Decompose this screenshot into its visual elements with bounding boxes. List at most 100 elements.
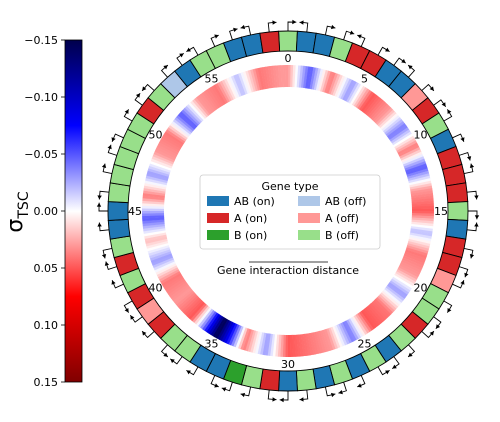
direction-arrowhead xyxy=(240,24,246,30)
colorbar-ticks: −0.15 −0.10 −0.05 0.00 0.05 0.10 0.15 xyxy=(24,34,65,389)
sigma-segment xyxy=(411,198,434,203)
sigma-segment xyxy=(157,142,179,155)
sigma-segment xyxy=(397,267,419,280)
legend-label: AB (off) xyxy=(325,195,366,208)
sigma-segment xyxy=(324,71,334,94)
sigma-segment xyxy=(146,170,169,179)
direction-arrow xyxy=(466,222,478,232)
sigma-segment xyxy=(166,280,187,295)
sigma-segment xyxy=(142,208,165,211)
sigma-segment xyxy=(156,144,178,157)
sigma-segment xyxy=(408,236,431,245)
sigma-segment xyxy=(277,334,282,357)
sigma-segment xyxy=(215,83,229,104)
sigma-segment xyxy=(302,333,309,356)
sigma-segment xyxy=(182,107,201,125)
direction-arrowhead xyxy=(170,358,175,364)
sigma-segment xyxy=(219,80,232,102)
sigma-segment xyxy=(154,261,176,273)
sigma-segment xyxy=(342,321,355,343)
sigma-segment xyxy=(149,160,172,171)
sigma-segment xyxy=(264,333,271,356)
gene-b-off xyxy=(447,201,469,221)
sigma-segment xyxy=(155,146,177,159)
sigma-segment xyxy=(143,185,166,192)
sigma-segment xyxy=(142,219,165,224)
direction-arrowhead xyxy=(429,331,434,336)
sigma-segment xyxy=(148,247,171,257)
sigma-segment xyxy=(153,151,175,163)
direction-arrowhead xyxy=(240,392,246,398)
sigma-segment xyxy=(378,111,397,129)
sigma-segment xyxy=(311,67,319,90)
sigma-segment xyxy=(168,124,188,140)
sigma-segment xyxy=(410,185,433,192)
sigma-segment xyxy=(411,203,434,207)
sigma-segment xyxy=(184,105,203,124)
sigma-segment xyxy=(315,331,324,354)
direction-arrowhead xyxy=(441,102,446,107)
sigma-segment xyxy=(217,81,231,103)
sigma-segment xyxy=(305,66,312,89)
sigma-segment xyxy=(409,180,432,188)
position-label: 55 xyxy=(205,72,219,85)
direction-arrowhead xyxy=(111,280,116,285)
sigma-segment xyxy=(233,325,244,348)
sigma-segment xyxy=(390,278,411,293)
sigma-segment xyxy=(403,253,426,264)
sigma-segment xyxy=(315,68,324,91)
sigma-segment xyxy=(169,283,189,299)
sigma-segment xyxy=(150,158,173,169)
sigma-segment xyxy=(407,173,430,182)
direction-arrowhead xyxy=(447,308,452,313)
sigma-segment xyxy=(410,230,433,237)
sigma-segment xyxy=(307,66,314,89)
sigma-segment xyxy=(309,332,316,355)
colorbar-label-sub: TSC xyxy=(16,191,32,219)
direction-arrow xyxy=(98,190,110,200)
sigma-segment xyxy=(294,65,299,88)
legend-box xyxy=(199,174,381,250)
sigma-segment xyxy=(322,70,331,93)
sigma-segment xyxy=(336,324,348,346)
sigma-segment xyxy=(408,175,431,184)
sigma-segment xyxy=(319,330,329,353)
sigma-segment xyxy=(191,304,209,323)
sigma-segment xyxy=(160,137,181,151)
direction-arrowhead xyxy=(299,20,304,25)
sigma-segment xyxy=(298,65,304,88)
sigma-segment xyxy=(377,109,395,127)
sigma-segment xyxy=(407,243,430,252)
sigma-segment xyxy=(382,289,402,306)
sigma-segment xyxy=(344,80,357,102)
sigma-segment xyxy=(385,285,405,302)
position-label: 5 xyxy=(361,72,368,85)
direction-arrowhead xyxy=(357,34,362,39)
sigma-segment xyxy=(226,77,238,99)
sigma-segment xyxy=(405,165,428,175)
sigma-segment xyxy=(399,263,421,276)
sigma-segment xyxy=(146,240,169,249)
sigma-segment xyxy=(360,92,377,113)
sigma-segment xyxy=(404,251,427,262)
direction-arrowhead xyxy=(107,144,112,150)
sigma-segment xyxy=(175,290,195,307)
sigma-segment xyxy=(396,140,418,154)
sigma-segment xyxy=(360,310,376,330)
sigma-segment xyxy=(365,305,382,325)
sigma-segment xyxy=(351,316,366,337)
legend: Gene type AB (on) AB (off) A (on) A (off) B … xyxy=(199,174,381,277)
sigma-segment xyxy=(197,308,214,328)
sigma-segment xyxy=(411,221,434,227)
sigma-segment xyxy=(238,72,248,95)
direction-arrowhead xyxy=(466,156,472,161)
sigma-segment xyxy=(296,334,301,357)
sigma-segment xyxy=(364,95,381,115)
direction-arrowhead xyxy=(464,272,469,278)
sigma-segment xyxy=(378,293,397,311)
sigma-segment xyxy=(411,208,434,212)
direction-arrowhead xyxy=(460,280,465,285)
sigma-segment xyxy=(152,153,174,165)
sigma-segment xyxy=(174,116,194,133)
